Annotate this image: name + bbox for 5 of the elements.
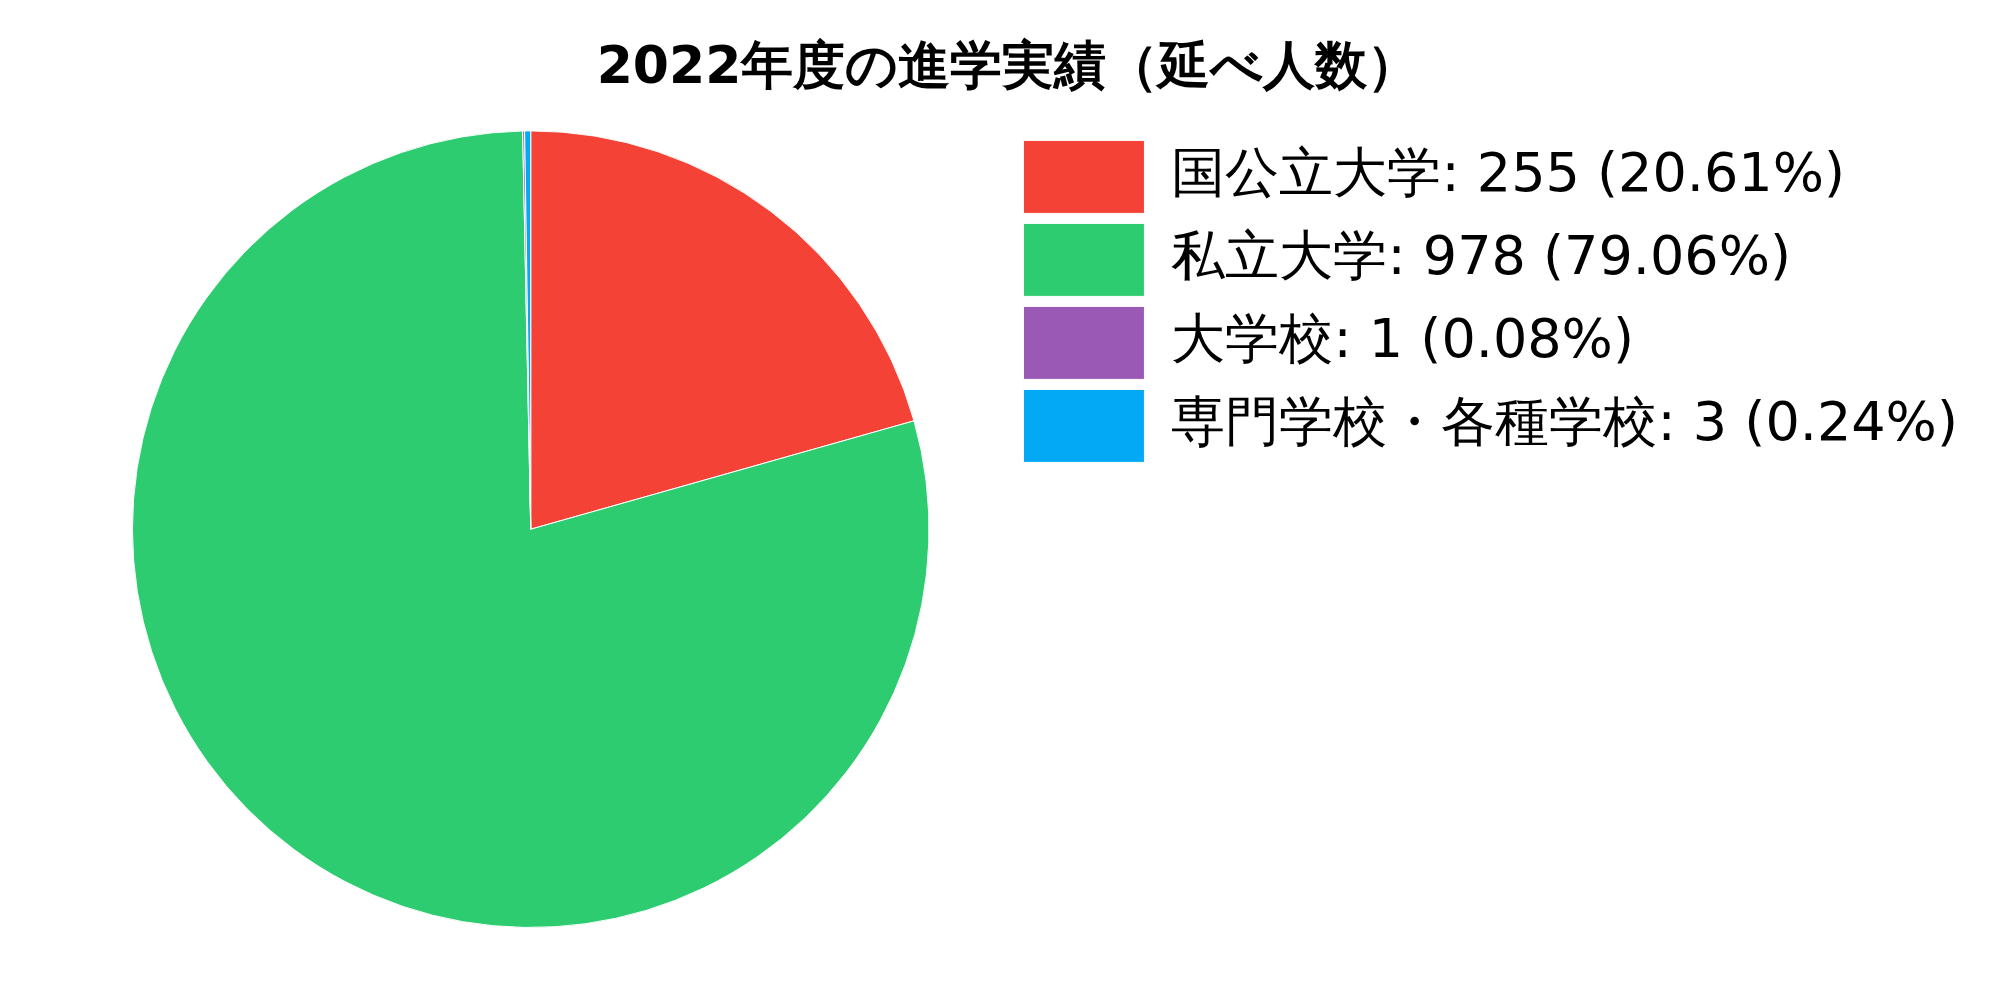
legend-label: 大学校: 1 (0.08%) bbox=[1171, 306, 1634, 370]
legend-label: 専門学校・各種学校: 3 (0.24%) bbox=[1171, 389, 1958, 453]
legend-label: 国公立大学: 255 (20.61%) bbox=[1171, 140, 1846, 204]
legend-label: 私立大学: 978 (79.06%) bbox=[1171, 223, 1792, 287]
chart-title: 2022年度の進学実績（延べ人数） bbox=[596, 34, 1420, 95]
